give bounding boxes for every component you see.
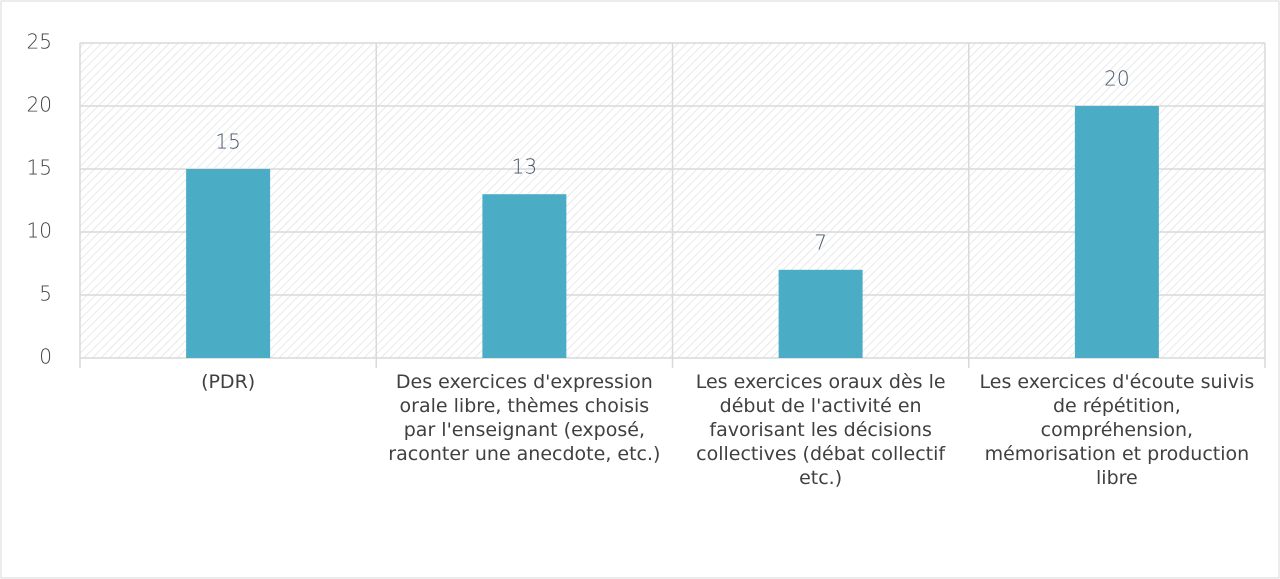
x-tick-label: Des exercices d'expression orale libre, … bbox=[388, 371, 661, 465]
value-label: 15 bbox=[215, 130, 240, 154]
y-tick-label: 25 bbox=[27, 30, 52, 54]
value-label: 20 bbox=[1104, 67, 1129, 91]
x-tick-label: Les exercices d'écoute suivis de répétit… bbox=[979, 371, 1255, 489]
bar bbox=[1074, 106, 1159, 358]
y-tick-label: 15 bbox=[27, 156, 52, 180]
y-tick-label: 20 bbox=[27, 93, 52, 117]
x-tick-label: Les exercices oraux dès le début de l'ac… bbox=[695, 371, 946, 489]
value-label: 7 bbox=[814, 230, 827, 254]
x-tick-label: (PDR) bbox=[201, 371, 256, 393]
bar bbox=[186, 169, 271, 358]
value-label: 13 bbox=[512, 155, 537, 179]
y-tick-label: 10 bbox=[27, 219, 52, 243]
bar bbox=[778, 269, 863, 358]
y-tick-label: 0 bbox=[39, 345, 52, 369]
y-tick-label: 5 bbox=[39, 282, 52, 306]
bar bbox=[482, 194, 567, 358]
